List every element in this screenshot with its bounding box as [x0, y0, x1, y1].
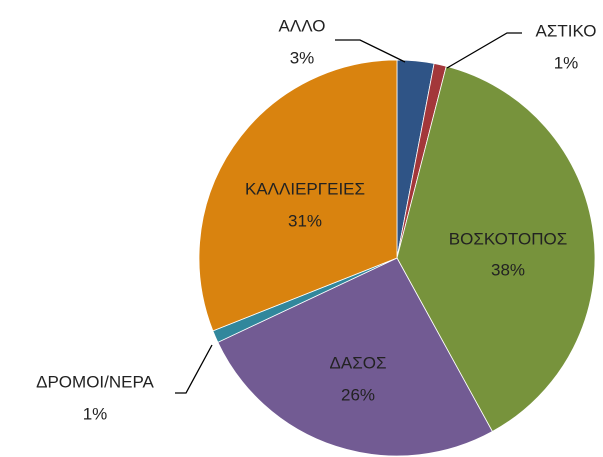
slice-value: 1%: [554, 53, 579, 72]
slice-label: ΑΣΤΙΚΟ: [536, 21, 597, 40]
slice-label: ΒΟΣΚΟΤΟΠΟΣ: [449, 229, 567, 248]
slice-label: ΚΑΛΛΙΕΡΓΕΙΕΣ: [245, 179, 365, 198]
pie-slice: [217, 257, 493, 457]
slice-value: 38%: [491, 260, 525, 279]
slice-value: 31%: [288, 211, 322, 230]
slice-value: 26%: [341, 385, 375, 404]
slice-label: ΔΑΣΟΣ: [330, 353, 387, 372]
slice-label: ΑΛΛΟ: [279, 16, 326, 35]
leader-line: [175, 344, 213, 394]
leader-line: [446, 32, 522, 69]
slice-value: 1%: [83, 404, 108, 423]
leader-line: [335, 39, 406, 63]
pie-slice: [198, 59, 398, 332]
pie-slice: [396, 65, 596, 433]
slice-label: ΔΡΟΜΟΙ/ΝΕΡΑ: [36, 372, 154, 391]
slice-value: 3%: [290, 48, 315, 67]
